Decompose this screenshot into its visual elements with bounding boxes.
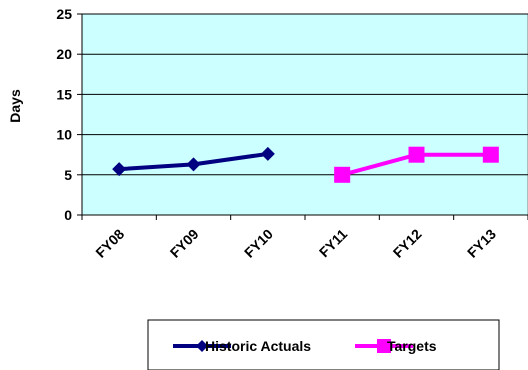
y-tick-label: 20 <box>56 46 72 62</box>
y-tick-label: 15 <box>56 86 72 102</box>
legend: Historic Actuals Targets <box>147 319 500 370</box>
legend-label-targets: Targets <box>387 338 437 354</box>
plot-area <box>81 13 528 216</box>
y-tick-label: 0 <box>64 207 72 223</box>
data-point-historic-actuals <box>260 146 275 161</box>
y-tick-label: 25 <box>56 6 72 22</box>
x-tick-label: FY11 <box>316 226 351 261</box>
gridlines <box>82 13 528 176</box>
axes <box>77 13 528 220</box>
x-tick-label: FY09 <box>167 226 202 261</box>
y-tick-label: 10 <box>56 127 72 143</box>
legend-marker-targets <box>377 339 391 353</box>
data-point-targets <box>408 146 425 163</box>
data-point-targets <box>482 146 499 163</box>
data-point-historic-actuals <box>186 157 201 172</box>
x-tick-label: FY13 <box>464 226 499 261</box>
data-point-targets <box>334 166 351 183</box>
y-tick-label: 5 <box>64 167 72 183</box>
y-axis-title: Days <box>7 89 23 123</box>
x-tick-label: FY12 <box>390 226 425 261</box>
series <box>112 146 499 183</box>
y-tick-labels: 0 5 10 15 20 25 <box>56 6 72 223</box>
legend-marker-historic-actuals <box>196 340 208 352</box>
x-tick-labels: FY08 FY09 FY10 FY11 FY12 FY13 <box>92 226 499 261</box>
data-point-historic-actuals <box>112 162 127 177</box>
x-tick-label: FY10 <box>241 226 276 261</box>
legend-label-historic-actuals: Historic Actuals <box>205 338 311 354</box>
x-tick-label: FY08 <box>92 226 127 261</box>
